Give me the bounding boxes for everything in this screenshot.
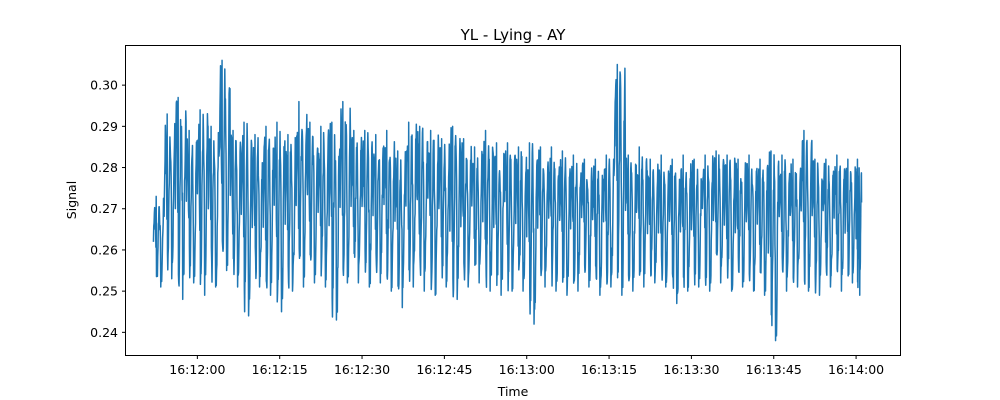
plot-frame bbox=[125, 45, 901, 356]
y-tick-label: 0.24 bbox=[90, 325, 118, 340]
y-tick-label: 0.25 bbox=[90, 284, 118, 299]
series-layer bbox=[152, 59, 863, 342]
y-axis-ticks: 0.24 0.25 0.26 0.27 0.28 0.29 0.30 bbox=[90, 78, 126, 340]
y-axis-label: Signal bbox=[64, 181, 79, 219]
x-tick-label: 16:12:30 bbox=[334, 362, 390, 377]
y-tick-label: 0.27 bbox=[90, 201, 118, 216]
y-tick-label: 0.30 bbox=[90, 78, 118, 93]
x-tick-label: 16:13:30 bbox=[663, 362, 719, 377]
x-tick-label: 16:12:15 bbox=[252, 362, 308, 377]
x-tick-label: 16:13:45 bbox=[746, 362, 802, 377]
x-axis-ticks: 16:12:00 16:12:15 16:12:30 16:12:45 16:13:00… bbox=[169, 355, 884, 377]
y-tick-label: 0.29 bbox=[90, 119, 118, 134]
x-tick-label: 16:13:15 bbox=[581, 362, 637, 377]
chart-title: YL - Lying - AY bbox=[460, 26, 567, 44]
x-tick-label: 16:13:00 bbox=[499, 362, 555, 377]
signal-series-line bbox=[152, 59, 863, 342]
x-tick-label: 16:14:00 bbox=[828, 362, 884, 377]
x-tick-label: 16:12:45 bbox=[416, 362, 472, 377]
x-axis-label: Time bbox=[497, 384, 529, 399]
y-tick-label: 0.28 bbox=[90, 160, 118, 175]
y-tick-label: 0.26 bbox=[90, 242, 118, 257]
x-tick-label: 16:12:00 bbox=[169, 362, 225, 377]
